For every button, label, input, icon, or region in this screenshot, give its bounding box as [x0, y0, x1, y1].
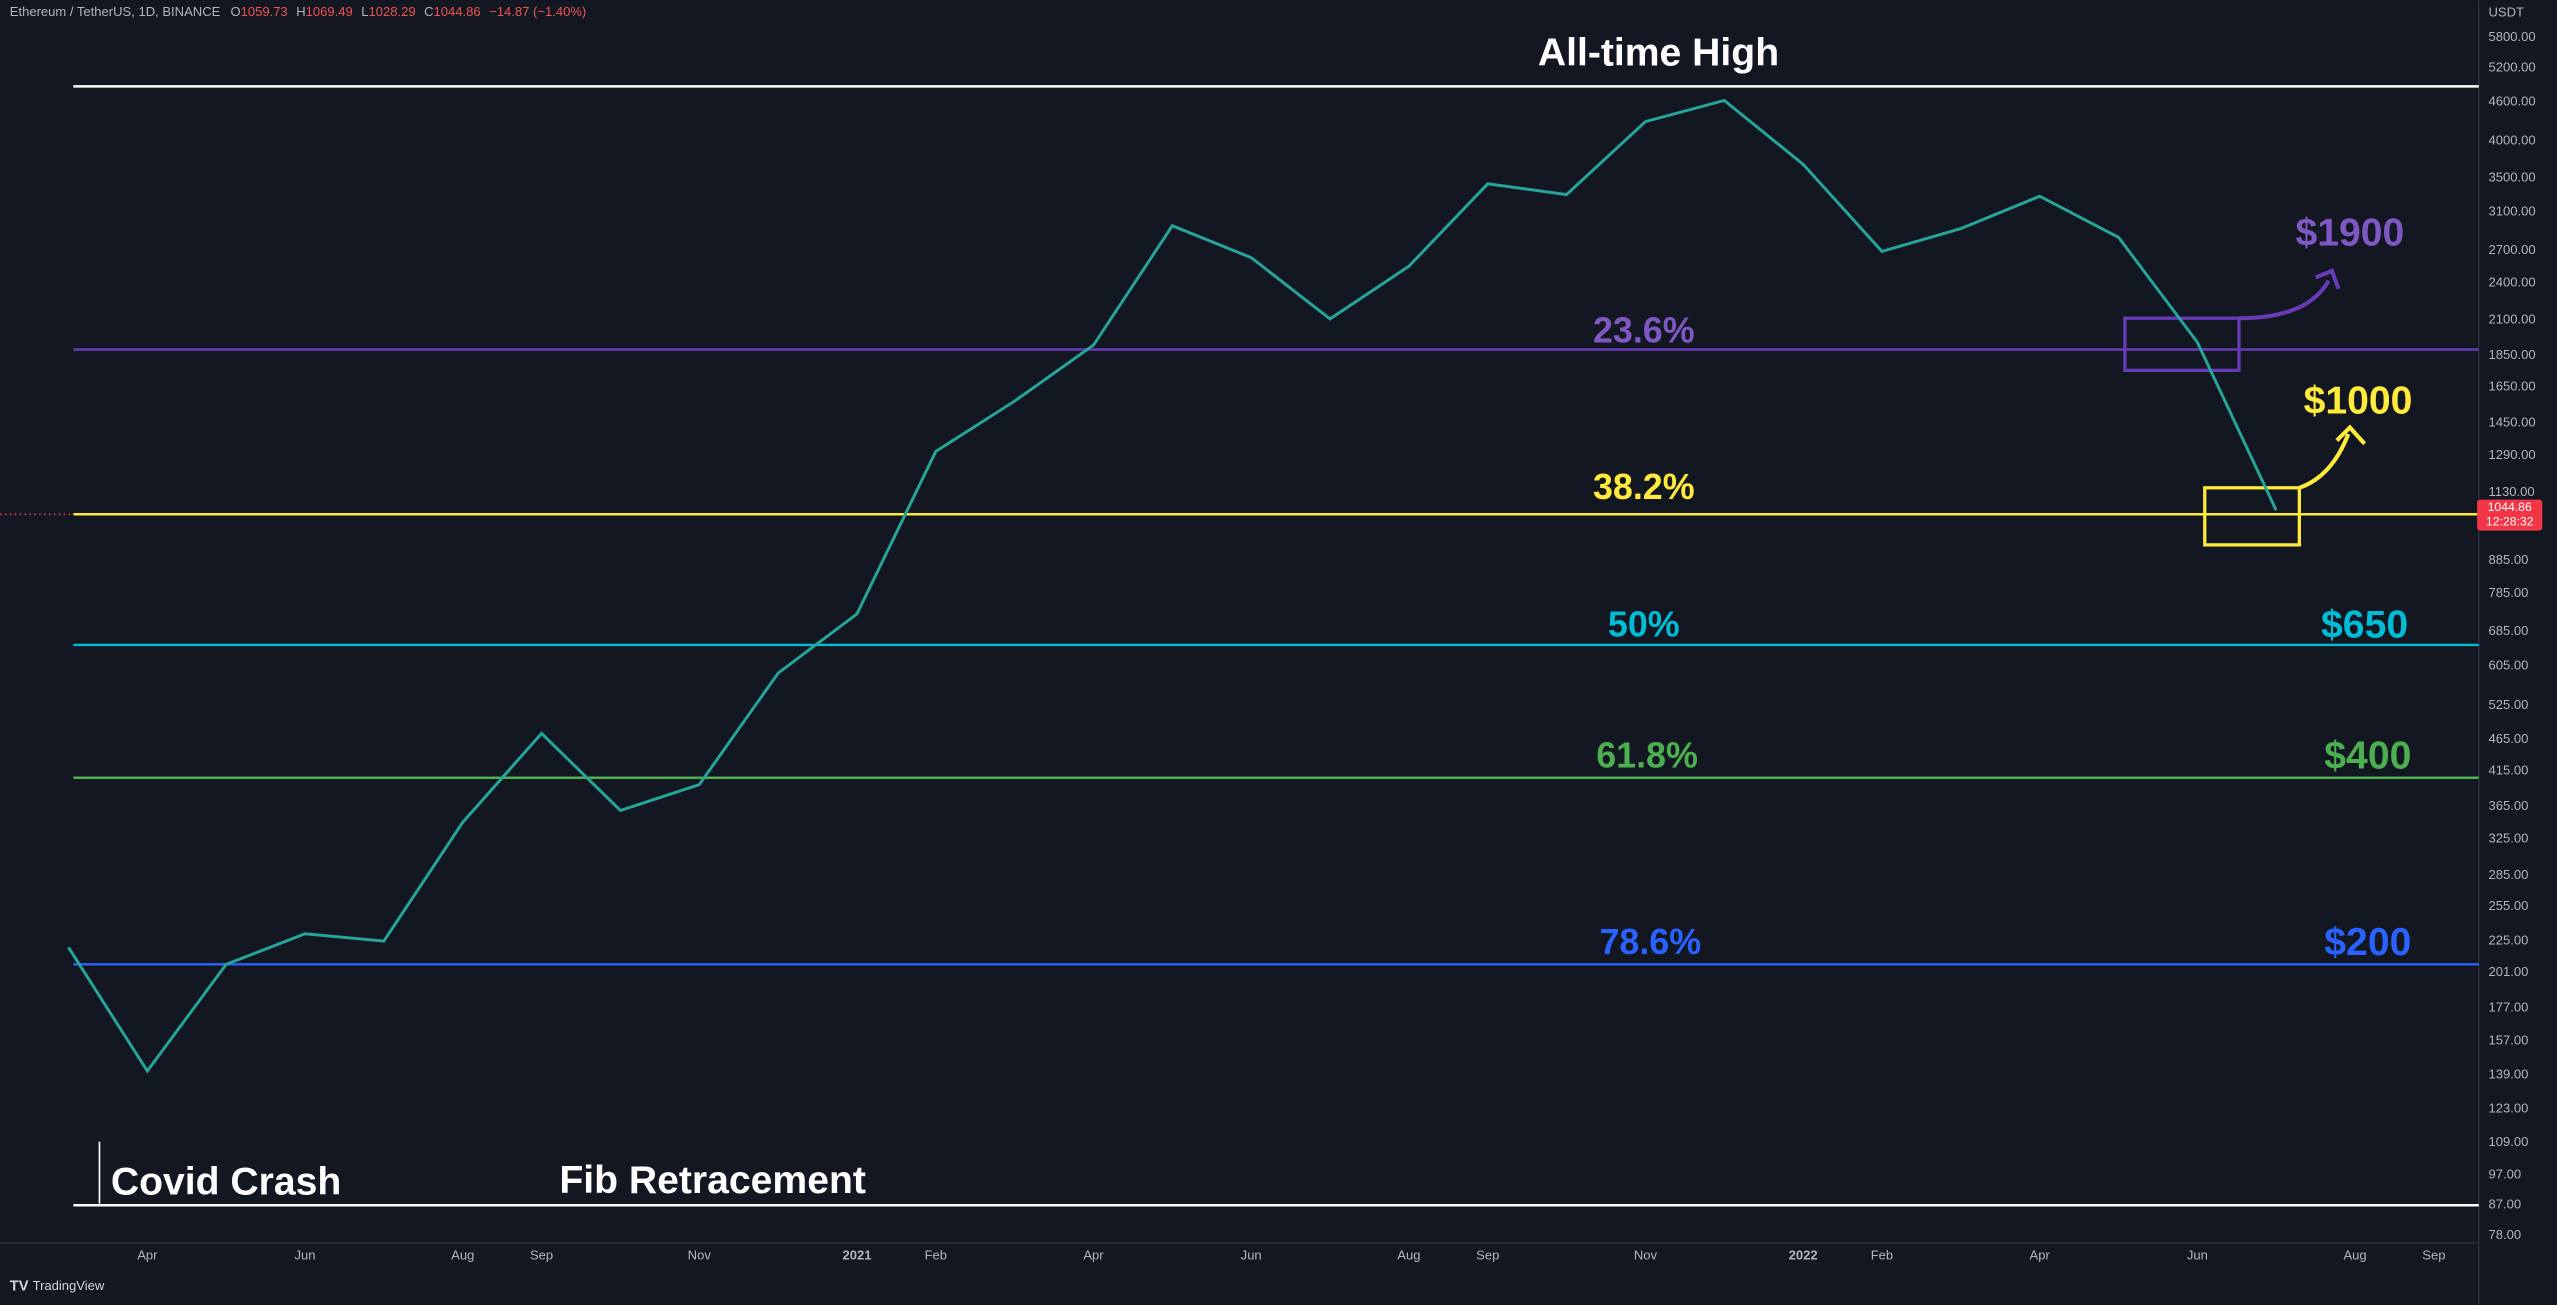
y-tick-label: 885.00	[2489, 552, 2529, 567]
level-label: 38.2%	[1593, 467, 1695, 507]
footer-logo: TV TradingView	[10, 1278, 105, 1294]
y-tick-label: 5200.00	[2489, 60, 2536, 75]
x-tick-label: Nov	[688, 1247, 712, 1262]
level-label: 50%	[1608, 604, 1680, 644]
y-tick-label: 1290.00	[2489, 447, 2536, 462]
y-tick-label: 123.00	[2489, 1100, 2529, 1115]
ohlc-value: 1069.49	[306, 5, 353, 20]
y-tick-label: 3100.00	[2489, 203, 2536, 218]
y-tick-label: 139.00	[2489, 1066, 2529, 1081]
x-tick-label: 2022	[1789, 1247, 1818, 1262]
arrowhead	[2314, 268, 2341, 290]
y-tick-label: 2400.00	[2489, 275, 2536, 290]
x-tick-label: Feb	[925, 1247, 947, 1262]
x-tick-label: Aug	[1397, 1247, 1420, 1262]
y-tick-label: 605.00	[2489, 658, 2529, 673]
ohlc-label: L	[361, 5, 368, 20]
y-tick-label: 285.00	[2489, 867, 2529, 882]
y-tick-label: 2100.00	[2489, 312, 2536, 327]
arrowhead	[2335, 424, 2367, 446]
ohlc-value: 1044.86	[434, 5, 481, 20]
price-tag-label: 1044.86	[2488, 500, 2532, 514]
x-tick-label: Aug	[451, 1247, 474, 1262]
x-tick-label: Sep	[530, 1247, 553, 1262]
level-label: All-time High	[1538, 32, 1779, 75]
y-tick-label: 225.00	[2489, 933, 2529, 948]
x-tick-label: Jun	[1241, 1247, 1262, 1262]
y-tick-label: 325.00	[2489, 830, 2529, 845]
y-tick-label: 4600.00	[2489, 94, 2536, 109]
y-tick-label: 785.00	[2489, 585, 2529, 600]
ohlc-value: 1059.73	[241, 5, 288, 20]
x-tick-label: Apr	[1083, 1247, 1104, 1262]
highlight-box	[2123, 316, 2241, 373]
y-tick-label: 4000.00	[2489, 133, 2536, 148]
level-price-label: $650	[2321, 603, 2408, 646]
y-tick-label: 157.00	[2489, 1033, 2529, 1048]
header: Ethereum / TetherUS, 1D, BINANCE O1059.7…	[10, 5, 586, 20]
arrow	[2298, 433, 2351, 490]
y-tick-label: 1650.00	[2489, 379, 2536, 394]
ohlc-label: H	[296, 5, 305, 20]
y-tick-label: 365.00	[2489, 798, 2529, 813]
y-tick-label: 177.00	[2489, 999, 2529, 1014]
level-price-label: $400	[2324, 734, 2411, 777]
x-tick-label: Nov	[1634, 1247, 1658, 1262]
ohlc-value: 1028.29	[369, 5, 416, 20]
y-tick-label: 109.00	[2489, 1134, 2529, 1149]
level-price-label: $1900	[2295, 211, 2404, 254]
change: −14.87 (−1.40%)	[489, 5, 586, 20]
y-tick-label: 685.00	[2489, 623, 2529, 638]
x-tick-label: Sep	[2422, 1247, 2445, 1262]
level-label: 78.6%	[1599, 922, 1701, 962]
y-tick-label: 78.00	[2489, 1227, 2522, 1242]
x-tick-label: Jun	[295, 1247, 316, 1262]
y-tick-label: 255.00	[2489, 898, 2529, 913]
y-tick-label: 3500.00	[2489, 170, 2536, 185]
ohlc-label: O	[230, 5, 240, 20]
level-label: Fib Retracement	[559, 1159, 866, 1202]
price-line	[67, 98, 2278, 1074]
level-price-label: $1000	[2304, 379, 2413, 422]
arrow	[2239, 279, 2331, 321]
footer: TradingView	[33, 1278, 105, 1293]
y-tick-label: 201.00	[2489, 964, 2529, 979]
x-tick-label: Jun	[2187, 1247, 2208, 1262]
level-label: 61.8%	[1596, 736, 1698, 776]
y-tick-label: 1850.00	[2489, 347, 2536, 362]
highlight-box	[2203, 486, 2301, 547]
x-tick-label: Apr	[2030, 1247, 2051, 1262]
ohlc-label: C	[424, 5, 433, 20]
y-tick-label: 97.00	[2489, 1166, 2522, 1181]
level-price-label: $200	[2324, 921, 2411, 964]
symbol: Ethereum / TetherUS, 1D, BINANCE	[10, 5, 221, 20]
price-tag-countdown: 12:28:32	[2486, 515, 2534, 529]
y-tick-label: 87.00	[2489, 1197, 2522, 1212]
x-tick-label: 2021	[842, 1247, 871, 1262]
x-tick-label: Feb	[1871, 1247, 1893, 1262]
annotation: Covid Crash	[111, 1160, 341, 1203]
y-tick-label: 2700.00	[2489, 242, 2536, 257]
y-tick-label: 415.00	[2489, 762, 2529, 777]
y-unit: USDT	[2489, 5, 2525, 20]
y-tick-label: 465.00	[2489, 731, 2529, 746]
x-tick-label: Aug	[2343, 1247, 2366, 1262]
y-tick-label: 5800.00	[2489, 29, 2536, 44]
x-tick-label: Sep	[1476, 1247, 1499, 1262]
y-tick-label: 1450.00	[2489, 415, 2536, 430]
x-tick-label: Apr	[137, 1247, 158, 1262]
y-tick-label: 525.00	[2489, 697, 2529, 712]
y-tick-label: 1130.00	[2489, 484, 2535, 499]
price-tag	[2477, 499, 2543, 531]
level-label: 23.6%	[1593, 311, 1695, 351]
